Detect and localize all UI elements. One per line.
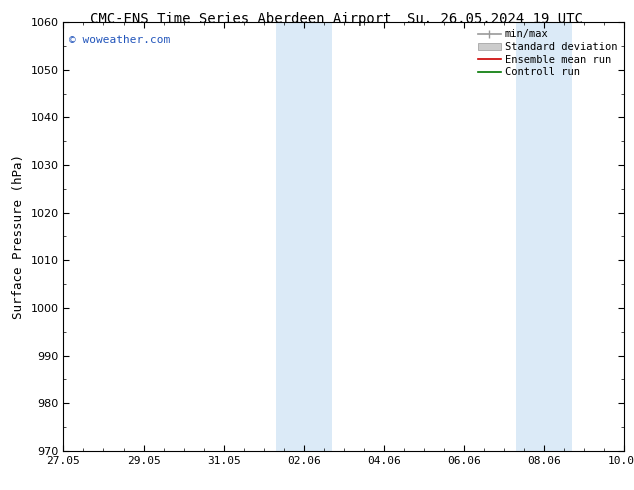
Bar bbox=[276, 22, 304, 451]
Text: © woweather.com: © woweather.com bbox=[69, 35, 171, 45]
Bar bbox=[545, 22, 573, 451]
Y-axis label: Surface Pressure (hPa): Surface Pressure (hPa) bbox=[12, 154, 25, 319]
Text: Su. 26.05.2024 19 UTC: Su. 26.05.2024 19 UTC bbox=[406, 12, 583, 26]
Bar bbox=[304, 22, 332, 451]
Bar bbox=[516, 22, 545, 451]
Legend: min/max, Standard deviation, Ensemble mean run, Controll run: min/max, Standard deviation, Ensemble me… bbox=[476, 27, 619, 79]
Text: CMC-ENS Time Series Aberdeen Airport: CMC-ENS Time Series Aberdeen Airport bbox=[90, 12, 392, 26]
